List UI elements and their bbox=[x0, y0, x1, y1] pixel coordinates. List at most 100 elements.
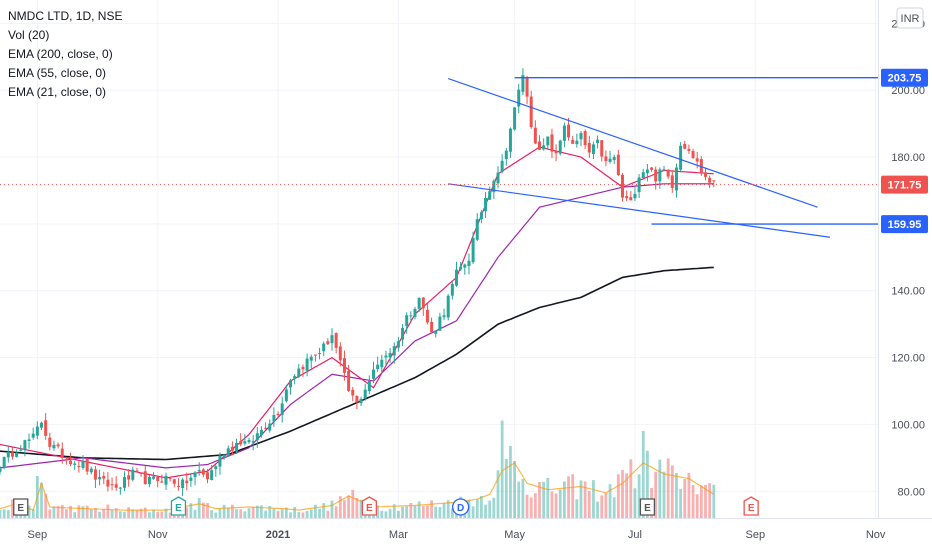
volume-bar bbox=[550, 491, 554, 518]
candle-body bbox=[504, 150, 508, 159]
level-price-label: 159.95 bbox=[888, 219, 922, 231]
candle-body bbox=[98, 476, 102, 480]
volume-bar bbox=[0, 509, 2, 518]
event-marker-earnings[interactable]: E bbox=[743, 496, 759, 516]
candle-body bbox=[60, 448, 64, 459]
volume-bar bbox=[118, 511, 122, 518]
candle-body bbox=[322, 343, 326, 352]
legend-ema21[interactable]: EMA (21, close, 0) bbox=[8, 85, 107, 99]
candle-body bbox=[417, 298, 421, 309]
candle-body bbox=[2, 457, 6, 468]
volume-bar bbox=[675, 473, 678, 518]
volume-bar bbox=[185, 507, 189, 518]
candle-body bbox=[550, 134, 554, 152]
candle-body bbox=[363, 389, 367, 399]
volume-bar bbox=[326, 510, 330, 518]
event-marker-green[interactable]: E bbox=[170, 496, 187, 516]
legend-volume[interactable]: Vol (20) bbox=[8, 28, 50, 42]
legend-ema200[interactable]: EMA (200, close, 0) bbox=[8, 47, 113, 61]
volume-bar bbox=[670, 465, 674, 518]
candle-body bbox=[239, 441, 243, 445]
candle-body bbox=[704, 172, 707, 177]
candle-body bbox=[546, 136, 550, 146]
volume-bar bbox=[612, 497, 616, 518]
volume-bar bbox=[662, 471, 666, 518]
volume-bar bbox=[276, 511, 280, 518]
candle-body bbox=[658, 169, 662, 182]
event-marker-earnings[interactable]: E bbox=[361, 496, 377, 516]
volume-bar bbox=[446, 500, 450, 518]
candle-body bbox=[513, 107, 517, 130]
chart-legend: NMDC LTD, 1D, NSE Vol (20) EMA (200, clo… bbox=[8, 7, 122, 102]
volume-bar bbox=[206, 502, 209, 518]
event-marker-dividend[interactable]: D bbox=[451, 498, 470, 516]
candle-body bbox=[596, 139, 600, 144]
event-marker-neutral[interactable]: E bbox=[13, 498, 29, 516]
candle-body bbox=[608, 158, 612, 162]
candle-body bbox=[517, 89, 521, 107]
candle-body bbox=[405, 315, 409, 327]
volume-bar bbox=[48, 509, 52, 518]
candle-body bbox=[106, 479, 110, 487]
candle-body bbox=[139, 472, 143, 474]
candle-body bbox=[396, 341, 400, 348]
volume-bar bbox=[81, 506, 85, 518]
candle-body bbox=[52, 444, 56, 449]
volume-bar bbox=[222, 504, 226, 518]
candle-body bbox=[309, 356, 313, 361]
candle-body bbox=[147, 476, 151, 485]
volume-bar bbox=[658, 459, 662, 518]
volume-bar bbox=[421, 505, 425, 518]
volume-bar bbox=[347, 495, 350, 518]
volume-bar bbox=[94, 508, 97, 518]
candle-body bbox=[185, 480, 189, 484]
legend-ema55[interactable]: EMA (55, close, 0) bbox=[8, 66, 107, 80]
volume-bar bbox=[226, 507, 230, 518]
candle-body bbox=[392, 346, 396, 356]
volume-bar bbox=[359, 499, 363, 518]
candle-body bbox=[214, 466, 218, 469]
candle-body bbox=[127, 475, 131, 480]
candle-body bbox=[413, 308, 417, 317]
volume-bar bbox=[567, 476, 570, 518]
candle-body bbox=[181, 479, 185, 488]
volume-bar bbox=[679, 489, 682, 518]
volume-bar bbox=[517, 481, 521, 518]
candle-body bbox=[508, 128, 512, 152]
candle-body bbox=[425, 309, 429, 323]
candle-body bbox=[388, 352, 392, 358]
candle-body bbox=[131, 469, 135, 480]
volume-bar bbox=[98, 511, 101, 518]
volume-bar bbox=[471, 506, 475, 518]
ema55-line bbox=[0, 183, 714, 469]
volume-bar bbox=[56, 506, 60, 518]
volume-bar bbox=[189, 503, 193, 518]
volume-bar bbox=[450, 508, 454, 518]
candle-body bbox=[10, 452, 14, 457]
volume-bar bbox=[305, 510, 309, 518]
legend-title[interactable]: NMDC LTD, 1D, NSE bbox=[8, 9, 123, 23]
candle-body bbox=[450, 283, 454, 296]
candle-body bbox=[313, 354, 317, 356]
candle-body bbox=[73, 463, 77, 465]
candle-body bbox=[206, 472, 209, 480]
candle-body bbox=[662, 169, 666, 171]
candle-body bbox=[289, 380, 292, 388]
candle-body bbox=[637, 177, 641, 193]
candle-body bbox=[380, 359, 384, 368]
volume-bar bbox=[604, 493, 608, 518]
candle-body bbox=[85, 458, 89, 472]
event-marker-neutral[interactable]: E bbox=[639, 498, 656, 516]
volume-bar bbox=[85, 505, 89, 518]
volume-bar bbox=[40, 482, 43, 518]
x-tick-label: Sep bbox=[28, 529, 48, 541]
volume-bar bbox=[44, 493, 48, 518]
candle-body bbox=[77, 465, 81, 467]
candle-body bbox=[616, 154, 620, 175]
volume-bar bbox=[123, 511, 126, 518]
volume-bar bbox=[2, 509, 6, 518]
candle-body bbox=[35, 426, 39, 436]
candle-body bbox=[318, 353, 322, 355]
volume-bar bbox=[343, 500, 346, 518]
